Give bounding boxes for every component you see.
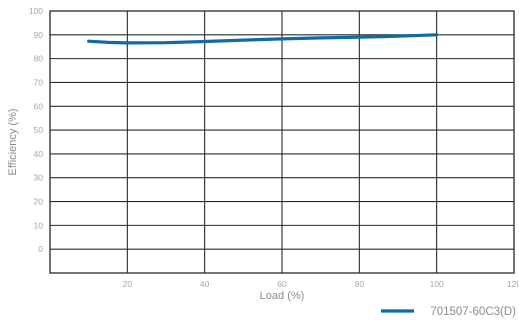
y-tick-label: 60 xyxy=(34,101,44,111)
series-line-0 xyxy=(87,33,439,45)
legend: 701507-60C3(D) xyxy=(381,306,516,318)
x-tick-label: 80 xyxy=(355,279,365,289)
y-tick-label: 0 xyxy=(38,244,43,254)
y-tick-label: 70 xyxy=(34,77,44,87)
y-tick-label: 50 xyxy=(34,125,44,135)
y-tick-labels: 0 10 20 30 40 50 60 70 80 90 100 xyxy=(29,6,43,254)
x-tick-labels: 20 40 60 80 100 120 xyxy=(123,279,519,289)
legend-label: 701507-60C3(D) xyxy=(430,306,516,318)
x-tick-label: 40 xyxy=(200,279,210,289)
grid-lines xyxy=(50,11,514,273)
x-tick-label: 100 xyxy=(430,279,444,289)
y-tick-label: 90 xyxy=(34,30,44,40)
y-tick-label: 80 xyxy=(34,54,44,64)
y-tick-label: 100 xyxy=(29,6,43,16)
series-lines xyxy=(87,33,439,45)
y-tick-label: 40 xyxy=(34,149,44,159)
x-tick-label: 60 xyxy=(277,279,287,289)
x-axis-title: Load (%) xyxy=(260,290,305,302)
x-tick-label: 20 xyxy=(123,279,133,289)
y-axis-title: Efficiency (%) xyxy=(7,108,19,175)
y-tick-label: 10 xyxy=(34,220,44,230)
y-tick-label: 30 xyxy=(34,173,44,183)
x-tick-label: 120 xyxy=(507,279,519,289)
y-tick-label: 20 xyxy=(34,197,44,207)
